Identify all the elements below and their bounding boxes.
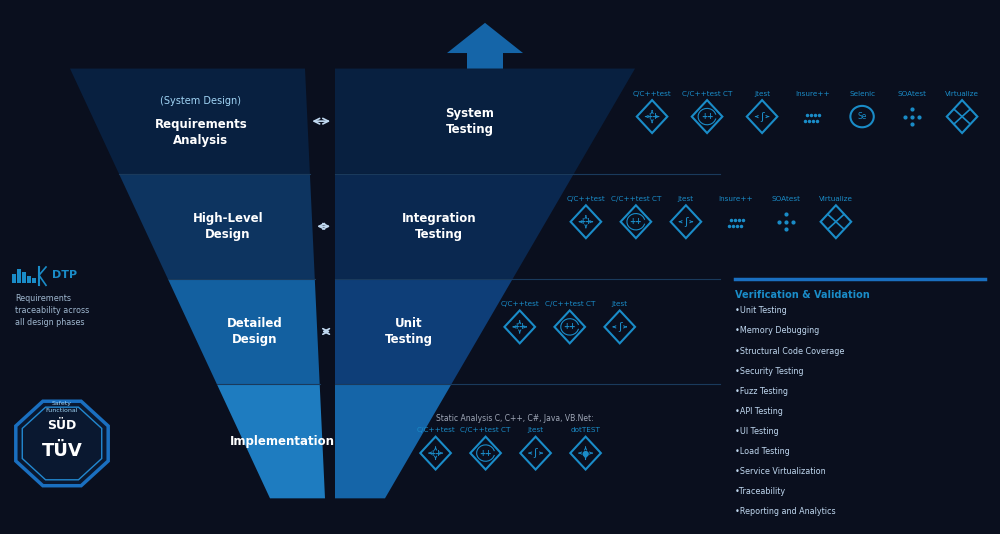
Text: (System Design): (System Design) [160, 96, 241, 106]
Text: Implementation: Implementation [230, 435, 335, 447]
Text: •Load Testing: •Load Testing [735, 447, 790, 456]
Text: High-Level
Design: High-Level Design [193, 212, 263, 241]
Bar [32, 278, 36, 284]
Text: Virtualize: Virtualize [819, 196, 853, 202]
Text: Verification & Validation: Verification & Validation [735, 290, 870, 300]
Text: •Service Virtualization: •Service Virtualization [735, 467, 826, 476]
Text: SOAtest: SOAtest [898, 91, 927, 97]
Polygon shape [335, 279, 513, 384]
Text: •Security Testing: •Security Testing [735, 367, 804, 375]
Text: Requirements
Analysis: Requirements Analysis [155, 117, 247, 147]
Text: •Traceability: •Traceability [735, 488, 786, 497]
Polygon shape [335, 174, 574, 279]
Text: •Reporting and Analytics: •Reporting and Analytics [735, 507, 836, 516]
Text: Insure++: Insure++ [719, 196, 753, 202]
Text: C/C++test: C/C++test [500, 301, 539, 307]
Text: C/C++test CT: C/C++test CT [611, 196, 661, 202]
Text: Jtest: Jtest [754, 91, 770, 97]
Text: Safety: Safety [52, 400, 72, 406]
Text: ʃ: ʃ [534, 448, 537, 458]
Text: •Fuzz Testing: •Fuzz Testing [735, 387, 788, 396]
Text: ++: ++ [513, 323, 526, 332]
Text: C/C++test: C/C++test [567, 196, 605, 202]
Text: Insure++: Insure++ [795, 91, 829, 97]
Polygon shape [16, 401, 108, 486]
Text: Jtest: Jtest [612, 301, 628, 307]
Text: •UI Testing: •UI Testing [735, 427, 779, 436]
Polygon shape [335, 68, 635, 174]
Text: •Structural Code Coverage: •Structural Code Coverage [735, 347, 844, 356]
Bar [17, 269, 20, 284]
Text: ++: ++ [580, 217, 592, 226]
Text: Virtualize: Virtualize [945, 91, 979, 97]
Text: Jtest: Jtest [678, 196, 694, 202]
Text: Functional: Functional [46, 408, 78, 413]
Text: ++: ++ [479, 449, 492, 458]
Polygon shape [168, 279, 320, 384]
Text: ʃ: ʃ [684, 217, 688, 227]
Text: Selenic: Selenic [849, 91, 875, 97]
Text: Se: Se [857, 112, 867, 121]
Text: Requirements
traceability across
all design phases: Requirements traceability across all des… [15, 294, 89, 327]
Text: •Memory Debugging: •Memory Debugging [735, 326, 819, 335]
Text: ●: ● [582, 449, 589, 458]
Text: C/C++test: C/C++test [416, 428, 455, 434]
Text: DTP: DTP [52, 270, 77, 280]
Bar [22, 272, 26, 284]
Text: System
Testing: System Testing [445, 107, 494, 136]
Text: C/C++test CT: C/C++test CT [545, 301, 595, 307]
Text: ++: ++ [630, 217, 642, 226]
Text: ʃ: ʃ [760, 112, 764, 122]
Polygon shape [217, 384, 325, 498]
Bar [27, 276, 31, 284]
Text: •API Testing: •API Testing [735, 407, 783, 416]
Text: •Unit Testing: •Unit Testing [735, 307, 787, 315]
Text: SÜD: SÜD [47, 419, 77, 431]
Text: SOAtest: SOAtest [771, 196, 800, 202]
Text: C/C++test CT: C/C++test CT [460, 428, 511, 434]
Text: dotTEST: dotTEST [571, 428, 601, 434]
Polygon shape [119, 174, 315, 279]
Text: C/C++test: C/C++test [633, 91, 671, 97]
Text: ++: ++ [701, 112, 713, 121]
Text: ʃ: ʃ [618, 322, 622, 332]
Polygon shape [70, 68, 310, 174]
Polygon shape [335, 384, 451, 498]
Text: ++: ++ [563, 323, 576, 332]
Bar [12, 274, 16, 284]
Polygon shape [447, 23, 523, 68]
Text: Jtest: Jtest [528, 428, 544, 434]
Text: Unit
Testing: Unit Testing [385, 317, 433, 346]
Text: Detailed
Design: Detailed Design [227, 317, 283, 346]
Text: Integration
Testing: Integration Testing [402, 212, 476, 241]
Text: ++: ++ [646, 112, 658, 121]
Text: ++: ++ [429, 449, 442, 458]
Text: Static Analysis C, C++, C#, Java, VB.Net:: Static Analysis C, C++, C#, Java, VB.Net… [436, 414, 593, 423]
Text: C/C++test CT: C/C++test CT [682, 91, 732, 97]
Text: TÜV: TÜV [42, 442, 82, 460]
